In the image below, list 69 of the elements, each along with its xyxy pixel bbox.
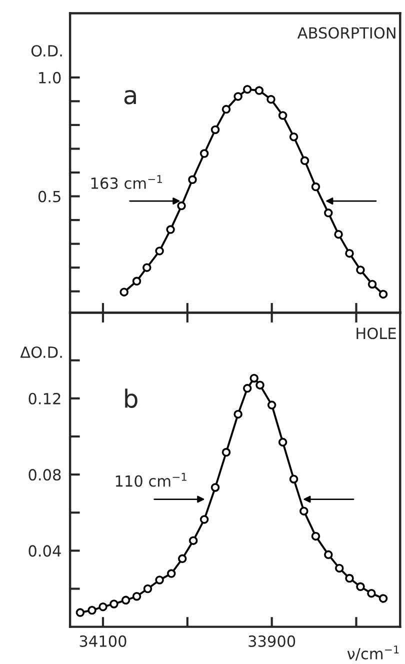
- point: [155, 576, 164, 584]
- point: [324, 550, 333, 560]
- point: [155, 246, 164, 256]
- y-axis-title: ΔO.D.: [20, 346, 62, 358]
- annotation: HOLE: [356, 328, 396, 340]
- point: [234, 410, 242, 419]
- point: [334, 564, 344, 573]
- annotation: b: [125, 388, 138, 408]
- point: [110, 600, 118, 608]
- y-axis-title: O.D.: [31, 45, 62, 57]
- x-tick-label: 34100: [80, 635, 126, 647]
- point: [278, 438, 288, 447]
- annotation: 110 cm$^{−1}$: [116, 472, 186, 487]
- point: [356, 266, 365, 274]
- y-tick-label: 0.08: [28, 469, 61, 481]
- point: [120, 288, 128, 296]
- point: [132, 592, 142, 601]
- point: [76, 608, 85, 617]
- point: [142, 263, 152, 272]
- y-tick-label: 0.5: [38, 190, 60, 202]
- point: [88, 606, 96, 615]
- y-tick-label: 0.12: [28, 392, 60, 404]
- annotation: 163 cm$^{−1}$: [91, 175, 162, 189]
- point: [345, 574, 354, 583]
- point: [378, 594, 388, 603]
- point: [200, 515, 209, 524]
- point: [210, 483, 220, 492]
- point: [177, 201, 186, 210]
- annotation: ABSORPTION: [297, 27, 396, 39]
- point: [242, 84, 252, 94]
- point: [324, 208, 333, 218]
- point: [234, 92, 242, 101]
- x-axis-title: ν/cm$^{−1}$: [347, 646, 399, 661]
- point: [267, 400, 276, 410]
- point: [334, 230, 343, 239]
- point: [166, 225, 175, 234]
- y-tick-label: 0.04: [28, 545, 61, 557]
- point: [121, 596, 130, 605]
- point: [367, 588, 376, 598]
- point: [242, 384, 252, 393]
- point: [200, 149, 209, 158]
- point: [356, 582, 365, 592]
- point: [250, 374, 258, 383]
- point: [188, 175, 197, 184]
- point: [222, 104, 231, 114]
- point: [300, 506, 308, 516]
- point: [98, 602, 108, 612]
- point: [300, 156, 310, 166]
- point: [311, 182, 320, 192]
- point: [256, 380, 264, 390]
- point: [132, 276, 142, 286]
- point: [222, 448, 231, 457]
- point: [345, 248, 354, 258]
- point: [368, 280, 377, 289]
- point: [143, 584, 152, 594]
- point: [278, 111, 288, 120]
- point: [210, 125, 220, 134]
- annotation: a: [124, 90, 136, 104]
- point: [254, 86, 264, 95]
- point: [311, 532, 320, 541]
- point: [378, 290, 388, 299]
- point: [289, 474, 298, 484]
- point: [166, 569, 176, 578]
- point: [178, 554, 187, 564]
- point: [188, 536, 198, 545]
- point: [266, 94, 276, 104]
- x-tick-label: 33900: [248, 635, 296, 647]
- point: [289, 132, 298, 142]
- y-tick-label: 1.0: [39, 72, 61, 84]
